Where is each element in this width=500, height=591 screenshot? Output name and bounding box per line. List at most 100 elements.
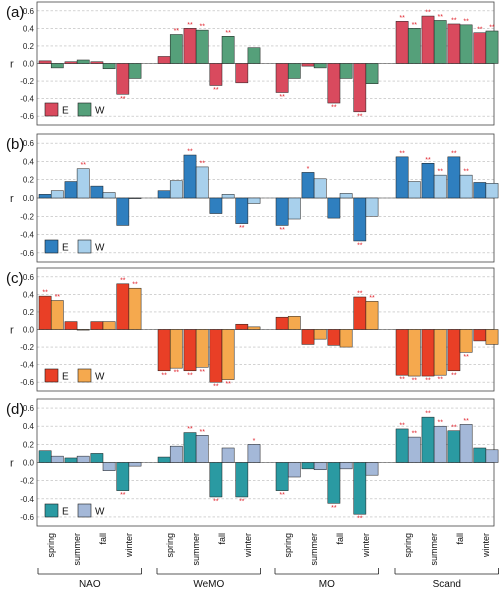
bar-E-MO-fall [327,329,341,346]
significance-marker: ** [132,282,138,289]
significance-marker: ** [279,94,285,101]
significance-marker: ** [42,290,48,297]
season-label-MO-spring: spring [283,533,293,558]
panel-a: -0.6 -0.4 -0.2 0.0 0.2 0.4 0.6 r (a) ** ** ** ** ** **… [6,1,499,126]
bar-W-Scand-summer [433,329,447,376]
bar-E-NAO-spring [38,194,52,199]
bar-E-Scand-winter [473,447,487,463]
y-tick-label: -0.2 [20,212,34,221]
significance-marker: ** [199,369,205,376]
bar-W-MO-summer [313,63,327,69]
significance-marker: ** [451,150,457,157]
bar-E-WeMO-winter [235,63,249,84]
significance-marker: ** [399,15,405,22]
bar-E-Scand-winter [473,32,487,64]
significance-marker: ** [412,431,418,438]
y-tick-label: 0.2 [23,308,35,317]
season-label-WeMO-spring: spring [165,533,175,558]
bar-W-MO-spring [287,197,301,220]
bar-E-MO-spring [275,63,289,93]
bar-E-WeMO-spring [157,456,171,463]
bar-E-WeMO-fall [209,63,223,86]
y-tick-label: -0.6 [20,513,34,522]
significance-marker: ** [161,372,167,379]
significance-marker: ** [369,295,375,302]
significance-marker: ** [425,157,431,164]
legend-swatch-W [77,102,92,117]
season-label-MO-fall: fall [335,533,345,545]
season-label-WeMO-fall: fall [217,533,227,545]
bar-E-NAO-spring [38,60,52,64]
bar-E-WeMO-summer [183,28,197,64]
bar-W-NAO-spring [50,300,64,330]
season-label-NAO-winter: winter [124,533,134,558]
bar-W-Scand-summer [433,174,447,199]
bar-W-MO-fall [339,462,353,470]
season-label-NAO-spring: spring [46,533,56,558]
y-tick-label: 0.6 [23,404,35,413]
bar-E-MO-summer [301,462,315,470]
bar-W-NAO-fall [102,462,116,471]
bar-W-WeMO-fall [221,329,235,380]
legend-label-E: E [62,243,69,254]
significance-marker: ** [451,17,457,24]
y-tick-label: -0.2 [20,343,34,352]
y-tick-label: -0.6 [20,112,34,121]
bar-W-NAO-winter [128,287,142,330]
bar-E-Scand-winter [473,182,487,199]
significance-marker: ** [120,492,126,499]
significance-marker: ** [425,411,431,418]
legend-swatch-E [44,239,59,254]
bar-W-MO-spring [287,316,301,330]
significance-marker: ** [239,498,245,505]
season-label-NAO-fall: fall [98,533,108,545]
significance-marker: ** [187,22,193,29]
significance-marker: ** [399,150,405,157]
bar-E-WeMO-fall [209,197,223,214]
y-tick-label: -0.4 [20,95,34,104]
bar-E-MO-summer [301,63,315,67]
bar-W-WeMO-winter [247,444,261,463]
significance-marker: ** [477,26,483,33]
bar-W-Scand-fall [459,424,473,463]
bar-E-Scand-winter [473,329,487,342]
season-label-MO-summer: summer [309,533,319,566]
y-tick-label: -0.4 [20,361,34,370]
bar-E-Scand-fall [447,329,461,372]
y-axis-label: r [10,193,14,205]
season-label-Scand-spring: spring [403,533,413,558]
significance-marker: ** [213,87,219,94]
bar-E-WeMO-fall [209,462,223,498]
bar-E-WeMO-summer [183,432,197,463]
bar-W-MO-fall [339,329,353,348]
significance-marker: ** [187,149,193,156]
significance-marker: ** [187,426,193,433]
y-tick-label: -0.4 [20,495,34,504]
bar-E-MO-fall [327,197,341,219]
bar-W-NAO-spring [50,190,64,199]
significance-marker: ** [225,381,231,388]
bar-W-MO-winter [365,301,379,330]
panel-b: -0.6-0.4-0.20.00.20.40.6r(b)******** ****… [6,133,499,263]
bar-E-NAO-summer [64,321,78,330]
significance-marker: ** [174,370,180,377]
bar-E-NAO-winter [116,283,130,330]
significance-marker: ** [357,516,363,523]
bar-W-MO-winter [365,462,379,476]
significance-marker: ** [437,420,443,427]
significance-marker: ** [225,30,231,37]
significance-marker: ** [399,422,405,429]
bar-W-NAO-summer [76,168,90,199]
bar-E-MO-winter [353,462,367,515]
bar-W-NAO-winter [128,63,142,79]
bar-E-NAO-fall [90,185,104,199]
group-label-Scand: Scand [433,579,461,590]
bar-E-Scand-spring [395,21,409,64]
bar-W-Scand-winter [485,329,499,345]
bar-W-WeMO-summer [195,329,209,368]
bar-W-Scand-winter [485,449,499,463]
panel-label: (c) [6,270,24,287]
bar-W-Scand-fall [459,329,473,353]
y-tick-label: -0.4 [20,231,34,240]
significance-marker: ** [463,354,469,361]
